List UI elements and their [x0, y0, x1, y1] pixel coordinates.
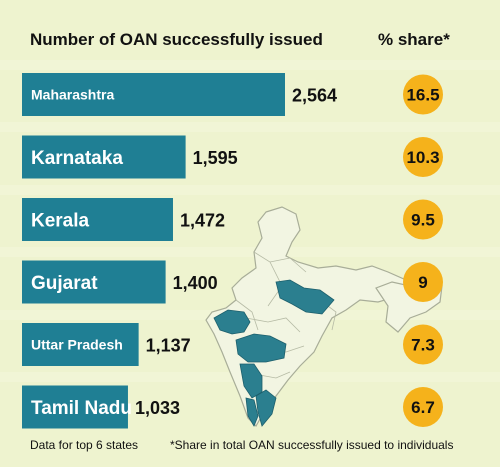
- category-label-karnataka: Karnataka: [31, 148, 123, 169]
- value-label-kerala: 1,472: [180, 211, 225, 231]
- category-label-maharashtra: Maharashtra: [31, 87, 114, 103]
- kerala-region: [245, 397, 259, 427]
- category-label-gujarat: Gujarat: [31, 273, 98, 294]
- chart-title: Number of OAN successfully issued: [30, 30, 323, 49]
- bar-maharashtra: [22, 73, 285, 116]
- footnote-right: *Share in total OAN successfully issued …: [170, 438, 454, 452]
- tamil-nadu-region: [255, 389, 277, 427]
- bar-uttar-pradesh: [22, 323, 139, 366]
- bar-chart: Maharashtra 2,564 16.5 Karnataka 1,595 10.3 Ke…: [22, 73, 443, 429]
- share-circle-karnataka: [403, 137, 443, 177]
- bar-gujarat: [22, 260, 166, 304]
- share-circle-kerala: [403, 199, 443, 240]
- value-label-uttar-pradesh: 1,137: [146, 336, 191, 356]
- bar-karnataka: [22, 135, 186, 179]
- share-label-karnataka: 10.3: [406, 148, 439, 167]
- value-label-karnataka: 1,595: [193, 148, 238, 168]
- share-label-maharashtra: 16.5: [406, 86, 439, 105]
- share-label-uttar-pradesh: 7.3: [411, 336, 435, 355]
- bar-kerala: [22, 198, 173, 241]
- share-circle-maharashtra: [403, 74, 443, 115]
- value-label-gujarat: 1,400: [173, 273, 218, 293]
- gujarat-region: [213, 309, 251, 335]
- india-map: [0, 60, 500, 427]
- category-label-tamil-nadu: Tamil Nadu: [31, 398, 132, 419]
- category-label-kerala: Kerala: [31, 211, 90, 232]
- share-label-gujarat: 9: [418, 273, 427, 292]
- category-label-uttar-pradesh: Uttar Pradesh: [31, 337, 123, 353]
- share-circle-tamil-nadu: [403, 387, 443, 427]
- footnote-left: Data for top 6 states: [30, 438, 139, 452]
- value-label-maharashtra: 2,564: [292, 86, 337, 106]
- share-circle-uttar-pradesh: [403, 324, 443, 365]
- uttar-pradesh-region: [275, 279, 335, 315]
- maharashtra-region: [235, 333, 287, 363]
- share-label-tamil-nadu: 6.7: [411, 398, 435, 417]
- share-header: % share*: [378, 30, 450, 49]
- share-circle-gujarat: [403, 262, 443, 302]
- bar-tamil-nadu: [22, 385, 128, 429]
- value-label-tamil-nadu: 1,033: [135, 398, 180, 418]
- share-label-kerala: 9.5: [411, 211, 435, 230]
